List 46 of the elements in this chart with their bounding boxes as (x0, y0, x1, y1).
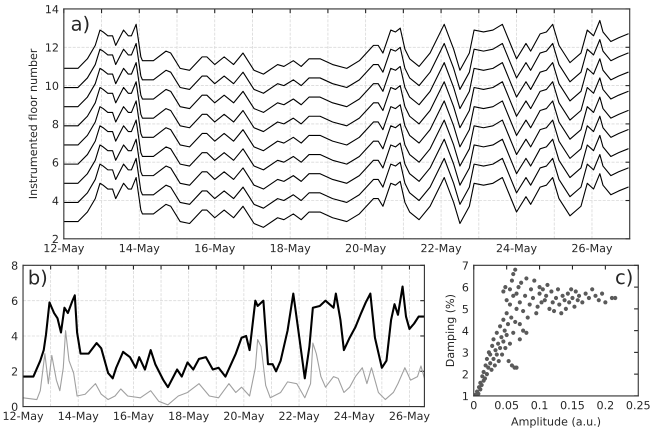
x-tick-label: 0 (470, 400, 477, 410)
y-tick-label: 5 (462, 304, 468, 314)
annotation: b) (30, 270, 46, 287)
y-tick-label: 8 (52, 120, 58, 128)
x-tick-label: 20-May (346, 244, 386, 254)
y-tick-label: 6 (52, 158, 58, 167)
y-tick-label: 2 (52, 234, 58, 244)
y-tick-label: 2 (462, 370, 468, 378)
annotation: a) (72, 16, 88, 34)
y-tick-label: 14 (46, 5, 58, 14)
y-tick-label: 4 (52, 196, 58, 205)
y-tick-label: 4 (462, 326, 468, 335)
annotation: c) (616, 269, 632, 287)
y-tick-label: 2 (12, 367, 18, 376)
x-tick-label: 18-May (270, 244, 310, 254)
y-axis-title: Damping (%) (446, 294, 456, 366)
x-tick-label: 0.15 (560, 400, 584, 410)
x-tick-label: 18-May (169, 412, 209, 422)
x-axis-title: Amplitude (a.u.) (511, 417, 600, 428)
y-tick-label: 7 (462, 261, 468, 270)
x-tick-label: 16-May (114, 412, 154, 422)
y-axis-title: Instrumented floor number (28, 48, 38, 198)
y-tick-label: 4 (12, 332, 18, 340)
y-tick-label: 8 (12, 261, 18, 270)
y-tick-label: 1 (463, 392, 468, 400)
x-tick-label: 12-May (44, 244, 84, 254)
x-tick-label: 26-May (572, 244, 612, 254)
x-tick-label: 24-May (334, 412, 374, 422)
x-tick-label: 22-May (279, 412, 320, 422)
x-tick-label: 14-May (120, 244, 160, 254)
x-tick-label: 0.05 (495, 400, 518, 410)
y-tick-label: 6 (462, 283, 468, 292)
x-tick-label: 0.1 (531, 400, 548, 410)
x-tick-label: 24-May (496, 244, 537, 254)
x-tick-label: 16-May (195, 244, 235, 254)
x-tick-label: 26-May (390, 412, 430, 422)
x-tick-label: 0.25 (626, 400, 650, 410)
x-tick-label: 20-May (224, 412, 264, 422)
y-tick-label: 12 (46, 43, 58, 52)
y-tick-label: 6 (12, 296, 18, 306)
x-tick-label: 12-May (4, 412, 44, 422)
x-tick-label: 14-May (58, 412, 98, 422)
y-tick-label: 3 (462, 348, 468, 357)
x-tick-label: 0.2 (597, 400, 614, 410)
x-tick-label: 22-May (421, 244, 462, 254)
y-tick-label: 10 (46, 82, 58, 90)
